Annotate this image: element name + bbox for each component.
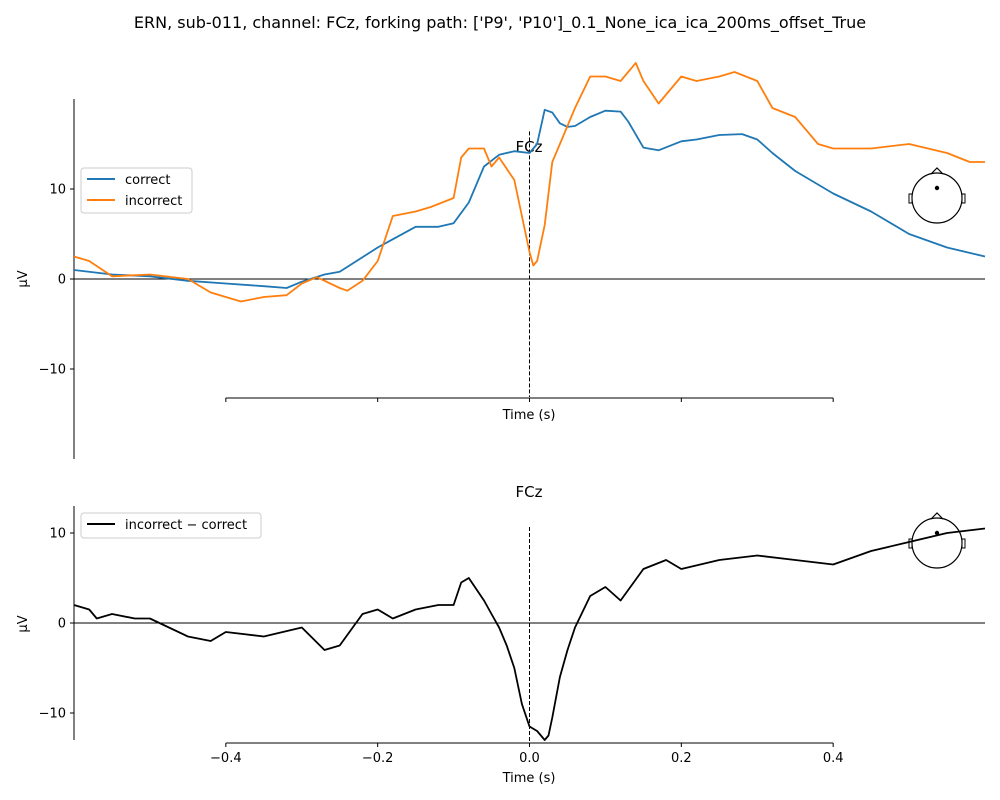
legend-top-label-incorrect: incorrect (125, 194, 182, 209)
series-line-incorrect-correct (73, 527, 986, 741)
panel-bottom-legend: incorrect − correct (80, 512, 262, 539)
legend-top-label-correct: correct (125, 173, 171, 188)
x-tick-label: −0.2 (362, 751, 394, 766)
sensor-head-icon (908, 512, 966, 569)
panel-bottom-ylabel: µV (16, 615, 31, 632)
legend-bottom-label-difference: incorrect − correct (125, 518, 247, 533)
y-tick-label: −10 (39, 707, 66, 722)
series-line-correct (73, 108, 986, 289)
sensor-head-icon (908, 167, 966, 224)
legend-bottom-frame (80, 512, 262, 539)
panel-top-ylabel: µV (16, 270, 31, 287)
x-tick-label: −0.4 (210, 751, 242, 766)
panel-top-legend: correct incorrect (80, 167, 193, 214)
y-tick-label: −10 (39, 363, 66, 378)
series-line-incorrect (73, 62, 985, 303)
panel-top-xlabel: Time (s) (502, 408, 556, 423)
y-tick-label: 0 (58, 273, 66, 288)
x-tick-label: 0.2 (671, 751, 692, 766)
panel-bottom-title: FCz (516, 483, 543, 501)
figure-title: ERN, sub-011, channel: FCz, forking path… (134, 13, 866, 33)
y-tick-label: 0 (58, 617, 66, 632)
x-tick-label: 0.0 (519, 751, 540, 766)
x-tick-label: 0.4 (823, 751, 844, 766)
y-tick-label: 10 (49, 527, 66, 542)
y-tick-label: 10 (49, 183, 66, 198)
panel-bottom-xlabel: Time (s) (502, 771, 556, 786)
